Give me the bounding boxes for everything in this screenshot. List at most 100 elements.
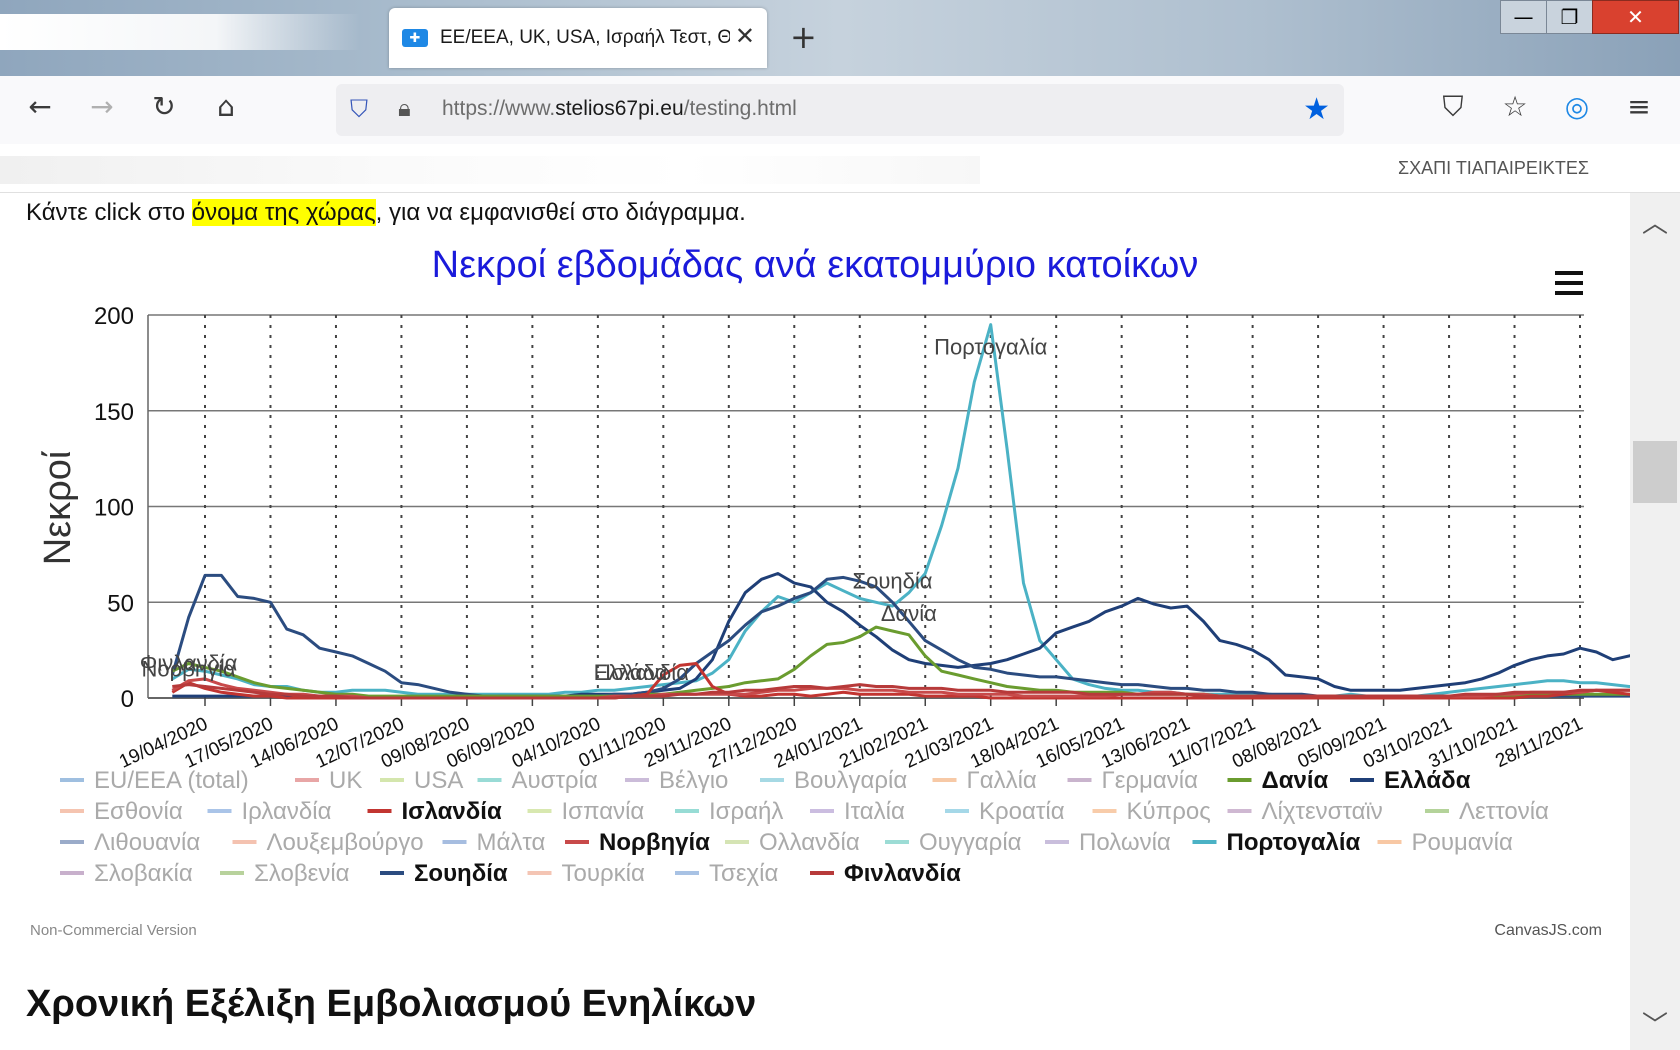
legend-item[interactable]: Ιταλία [810, 798, 905, 825]
legend-item[interactable]: Λουξεμβούργο [232, 829, 424, 856]
legend-label[interactable]: Πολωνία [1079, 829, 1171, 856]
legend-label[interactable]: Κύπρος [1127, 798, 1211, 825]
tab-active[interactable]: ✚ ΕΕ/ΕΕΑ, UK, USA, Ισραήλ Τεστ, Θ ✕ [389, 8, 767, 68]
account-sync-icon[interactable]: ◎ [1564, 90, 1590, 123]
legend-label[interactable]: Γερμανία [1102, 767, 1199, 794]
series-line[interactable] [171, 625, 1630, 698]
legend-item[interactable]: Ελλάδα [1350, 767, 1471, 794]
legend-item[interactable]: Νορβηγία [565, 829, 710, 856]
legend-label[interactable]: Εσθονία [94, 798, 183, 825]
home-icon[interactable]: ⌂ [217, 90, 235, 123]
legend-label[interactable]: Ουγγαρία [919, 829, 1022, 856]
legend-item[interactable]: Ρουμανία [1377, 829, 1514, 856]
legend-label[interactable]: Ολλανδία [759, 829, 860, 856]
legend-item[interactable]: Βουλγαρία [760, 767, 907, 794]
legend-item[interactable]: Αυστρία [477, 767, 598, 794]
extensions-icon[interactable]: ☆ [1502, 90, 1528, 123]
legend-label[interactable]: Λουξεμβούργο [267, 829, 424, 856]
legend-label[interactable]: Βέλγιο [659, 767, 728, 794]
bookmarks-left[interactable] [0, 156, 980, 184]
legend-item[interactable]: USA [380, 767, 463, 794]
legend-label[interactable]: Βουλγαρία [794, 767, 907, 794]
legend-item[interactable]: Γερμανία [1067, 767, 1199, 794]
legend-item[interactable]: Σλοβακία [60, 860, 193, 887]
legend-label[interactable]: Νορβηγία [599, 829, 710, 856]
legend-item[interactable]: Πορτογαλία [1192, 829, 1361, 856]
legend-label[interactable]: Δανία [1262, 767, 1329, 794]
url-text[interactable]: https://www.stelios67pi.eu/testing.html [442, 97, 797, 120]
legend-label[interactable]: Ιταλία [844, 798, 905, 825]
credit-right[interactable]: CanvasJS.com [1494, 922, 1602, 939]
legend-item[interactable]: Κύπρος [1092, 798, 1211, 825]
legend-label[interactable]: Ελλάδα [1384, 767, 1471, 794]
credit-left[interactable]: Non-Commercial Version [30, 922, 197, 939]
legend-item[interactable]: Ισραήλ [675, 798, 783, 825]
bookmark-star-icon[interactable]: ★ [1303, 92, 1330, 127]
legend-item[interactable]: Τσεχία [675, 860, 778, 887]
legend-item[interactable]: Λιθουανία [60, 829, 200, 856]
legend-label[interactable]: UK [329, 767, 362, 794]
chart-menu-icon[interactable] [1555, 271, 1583, 295]
scroll-thumb[interactable] [1633, 441, 1677, 503]
legend-label[interactable]: Γαλλία [967, 767, 1037, 794]
legend-label[interactable]: Ρουμανία [1412, 829, 1514, 856]
legend-item[interactable]: Σλοβενία [220, 860, 350, 887]
reload-icon[interactable]: ↻ [152, 90, 176, 123]
legend-item[interactable]: Βέλγιο [625, 767, 728, 794]
legend-item[interactable]: Κροατία [945, 798, 1065, 825]
legend-item[interactable]: Λεττονία [1425, 798, 1549, 825]
legend-label[interactable]: Ισλανδία [402, 798, 502, 825]
scrollbar[interactable]: ︿ ﹀ [1630, 193, 1680, 1050]
legend-label[interactable]: Αυστρία [512, 767, 598, 794]
legend-label[interactable]: Λιθουανία [94, 829, 200, 856]
forward-arrow-icon[interactable]: → [90, 90, 114, 123]
maximize-window-icon[interactable]: ❐ [1546, 0, 1593, 34]
legend-label[interactable]: Σλοβενία [254, 860, 350, 887]
legend-label[interactable]: Σλοβακία [94, 860, 193, 887]
legend-item[interactable]: UK [295, 767, 362, 794]
legend-item[interactable]: Εσθονία [60, 798, 183, 825]
legend-item[interactable]: Ολλανδία [725, 829, 860, 856]
legend-item[interactable]: Μάλτα [442, 829, 546, 856]
close-tab-icon[interactable]: ✕ [734, 22, 755, 50]
legend-item[interactable]: Σουηδία [380, 860, 508, 887]
minimize-window-icon[interactable]: — [1500, 0, 1547, 34]
legend-label[interactable]: USA [414, 767, 463, 794]
legend-item[interactable]: Φινλανδία [810, 860, 961, 887]
legend-label[interactable]: Τουρκία [562, 860, 645, 887]
legend-item[interactable]: EU/EEA (total) [60, 767, 249, 794]
scroll-down-icon[interactable]: ﹀ [1641, 1011, 1668, 1041]
pocket-icon[interactable]: ⛉ [1442, 90, 1464, 123]
background-tabs[interactable] [0, 14, 360, 50]
legend-label[interactable]: Λεττονία [1459, 798, 1549, 825]
legend-label[interactable]: Ιρλανδία [242, 798, 332, 825]
legend-label[interactable]: Ισπανία [562, 798, 645, 825]
series-line[interactable] [172, 683, 1630, 700]
legend-item[interactable]: Δανία [1227, 767, 1329, 794]
new-tab-icon[interactable]: + [790, 18, 817, 56]
lock-icon[interactable]: 🔒︎ [398, 94, 411, 122]
legend-label[interactable]: Ισραήλ [709, 798, 783, 825]
series-line[interactable] [171, 323, 1630, 698]
legend-item[interactable]: Γαλλία [932, 767, 1037, 794]
legend-label[interactable]: Φινλανδία [844, 860, 961, 887]
legend-label[interactable]: Κροατία [979, 798, 1065, 825]
tracking-protection-shield-icon[interactable]: ⛉ [350, 95, 368, 123]
legend-item[interactable]: Τουρκία [527, 860, 645, 887]
hamburger-menu-icon[interactable]: ≡ [1627, 90, 1651, 123]
series-line[interactable] [170, 573, 1630, 698]
back-arrow-icon[interactable]: ← [28, 90, 52, 123]
legend-item[interactable]: Ιρλανδία [207, 798, 332, 825]
legend-item[interactable]: Ισλανδία [367, 798, 502, 825]
scroll-up-icon[interactable]: ︿ [1641, 209, 1668, 239]
legend-label[interactable]: Λίχτενσταϊν [1262, 798, 1383, 825]
legend-label[interactable]: Μάλτα [477, 829, 546, 856]
close-window-icon[interactable]: ✕ [1592, 0, 1679, 34]
legend-item[interactable]: Ισπανία [527, 798, 645, 825]
legend-label[interactable]: EU/EEA (total) [94, 767, 249, 794]
legend-item[interactable]: Ουγγαρία [885, 829, 1022, 856]
address-bar[interactable]: ⛉ 🔒︎ https://www.stelios67pi.eu/testing.… [336, 84, 1344, 136]
legend-label[interactable]: Σουηδία [414, 860, 508, 887]
legend-label[interactable]: Τσεχία [709, 860, 778, 887]
legend-item[interactable]: Πολωνία [1045, 829, 1171, 856]
